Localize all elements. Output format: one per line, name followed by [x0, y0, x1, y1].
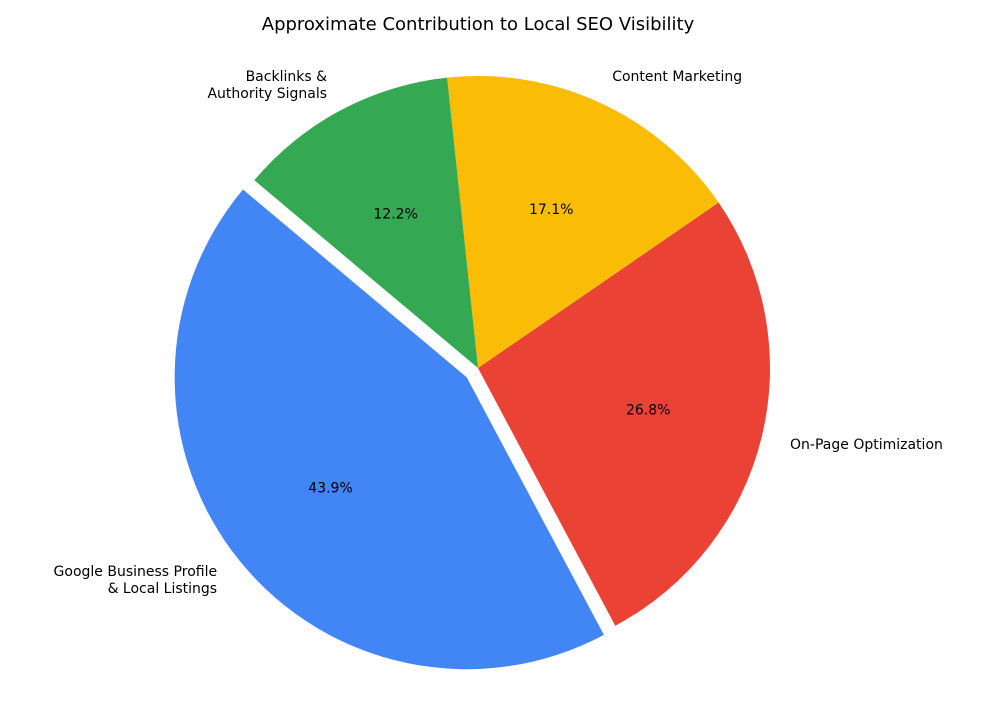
slice-percent-label: 26.8% — [626, 403, 670, 419]
slice-category-label: On-Page Optimization — [790, 437, 943, 453]
slice-category-label: Content Marketing — [612, 69, 742, 85]
slice-category-label: Google Business Profile & Local Listings — [54, 564, 218, 597]
slice-percent-label: 17.1% — [529, 202, 573, 218]
pie-slice — [174, 189, 604, 670]
chart-title: Approximate Contribution to Local SEO Vi… — [262, 14, 695, 35]
slice-category-label: Backlinks & Authority Signals — [207, 69, 327, 102]
pie-slice — [254, 77, 478, 368]
slice-percent-label: 43.9% — [308, 480, 352, 496]
pie-slice — [447, 76, 719, 369]
pie-slice — [478, 202, 771, 626]
slice-percent-label: 12.2% — [373, 206, 417, 222]
